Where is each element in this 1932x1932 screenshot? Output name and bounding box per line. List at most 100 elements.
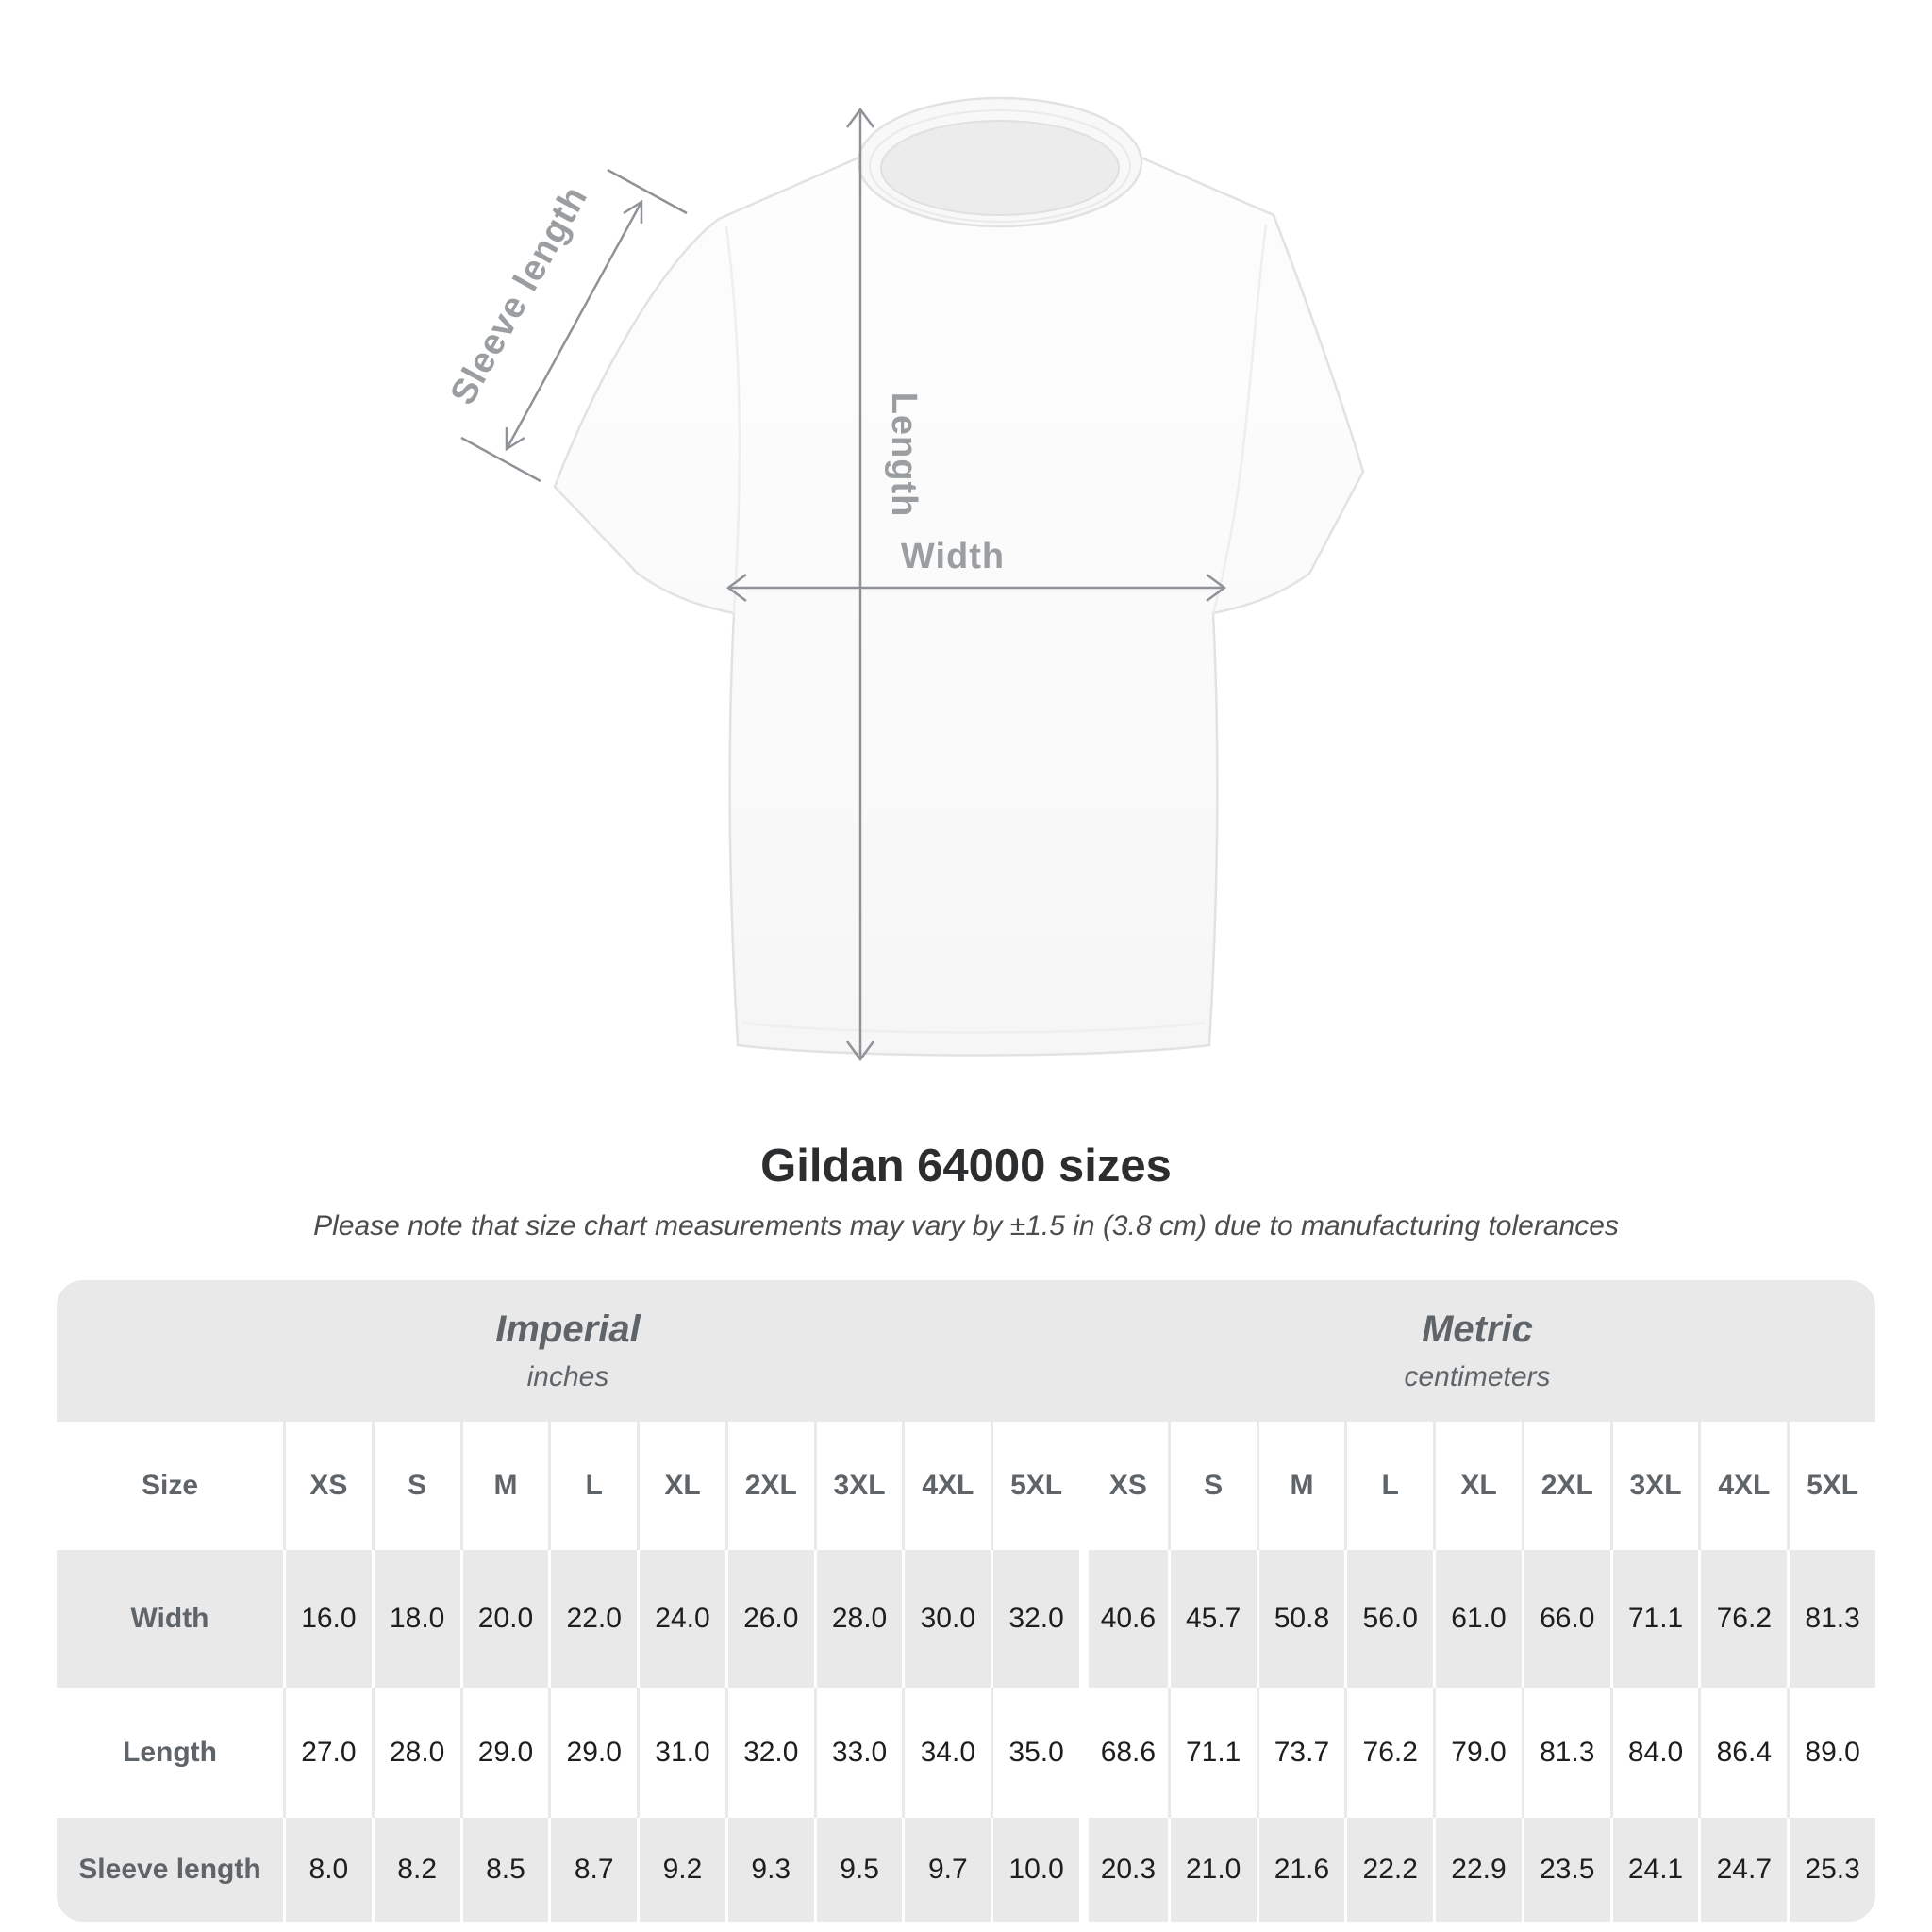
- width-metric-s: 45.7: [1167, 1550, 1257, 1688]
- length-metric-xs: 68.6: [1079, 1688, 1168, 1818]
- sleeve-metric-s: 21.0: [1167, 1818, 1257, 1922]
- metric-section-header: Metric centimeters: [1079, 1280, 1875, 1422]
- sleeve-metric-2xl: 23.5: [1521, 1818, 1610, 1922]
- width-imperial-4xl: 30.0: [902, 1550, 991, 1688]
- row-label: Length: [57, 1688, 283, 1818]
- width-imperial-l: 22.0: [548, 1550, 638, 1688]
- sleeve-metric-4xl: 24.7: [1698, 1818, 1788, 1922]
- length-metric-m: 73.7: [1256, 1688, 1345, 1818]
- width-metric-3xl: 71.1: [1609, 1550, 1699, 1688]
- length-metric-3xl: 84.0: [1609, 1688, 1699, 1818]
- sleeve-imperial-5xl: 10.0: [991, 1818, 1079, 1922]
- length-metric-s: 71.1: [1167, 1688, 1257, 1818]
- width-imperial-s: 18.0: [371, 1550, 460, 1688]
- size-header-metric-4xl: 4XL: [1698, 1422, 1788, 1550]
- width-dimension: Width: [725, 537, 1227, 603]
- length-metric-xl: 79.0: [1433, 1688, 1522, 1818]
- length-metric-l: 76.2: [1344, 1688, 1434, 1818]
- sleeve-metric-xs: 20.3: [1079, 1818, 1168, 1922]
- size-header-metric-xl: XL: [1433, 1422, 1522, 1550]
- length-imperial-2xl: 32.0: [724, 1688, 814, 1818]
- sleeve-metric-3xl: 24.1: [1609, 1818, 1699, 1922]
- width-imperial-xs: 16.0: [283, 1550, 372, 1688]
- length-metric-5xl: 89.0: [1787, 1688, 1875, 1818]
- left-sleeve-seam: [724, 225, 741, 614]
- heading-block: Gildan 64000 sizes Please note that size…: [0, 1123, 1932, 1241]
- length-imperial-4xl: 34.0: [902, 1688, 991, 1818]
- length-imperial-s: 28.0: [371, 1688, 460, 1818]
- table-row-length: Length 27.0 28.0 29.0 29.0 31.0 32.0 33.…: [57, 1688, 1875, 1818]
- page-title: Gildan 64000 sizes: [760, 1141, 1172, 1191]
- size-header-imperial-4xl: 4XL: [902, 1422, 991, 1550]
- length-metric-2xl: 81.3: [1521, 1688, 1610, 1818]
- width-imperial-xl: 24.0: [637, 1550, 725, 1688]
- hem-stitch: [741, 1021, 1207, 1034]
- size-header-imperial-3xl: 3XL: [813, 1422, 903, 1550]
- width-metric-5xl: 81.3: [1787, 1550, 1875, 1688]
- length-imperial-m: 29.0: [459, 1688, 549, 1818]
- width-label: Width: [901, 537, 1005, 576]
- length-imperial-xl: 31.0: [637, 1688, 725, 1818]
- width-imperial-m: 20.0: [459, 1550, 549, 1688]
- size-header-metric-m: M: [1256, 1422, 1345, 1550]
- unit-band: Imperial inches Metric centimeters: [57, 1280, 1875, 1422]
- width-metric-2xl: 66.0: [1521, 1550, 1610, 1688]
- length-label: Length: [884, 392, 924, 518]
- imperial-unit: inches: [526, 1361, 609, 1392]
- sleeve-metric-5xl: 25.3: [1787, 1818, 1875, 1922]
- width-metric-4xl: 76.2: [1698, 1550, 1788, 1688]
- sleeve-length-label: Sleeve length: [443, 179, 596, 411]
- sleeve-metric-m: 21.6: [1256, 1818, 1345, 1922]
- size-header-imperial-2xl: 2XL: [724, 1422, 814, 1550]
- tshirt-illustration: [553, 96, 1365, 1057]
- sleeve-imperial-m: 8.5: [459, 1818, 549, 1922]
- size-header-imperial-s: S: [371, 1422, 460, 1550]
- tolerance-note: Please note that size chart measurements…: [313, 1210, 1619, 1241]
- sleeve-imperial-xl: 9.2: [637, 1818, 725, 1922]
- size-header-metric-s: S: [1167, 1422, 1257, 1550]
- collar-inner: [880, 120, 1120, 216]
- width-imperial-2xl: 26.0: [724, 1550, 814, 1688]
- sleeve-metric-l: 22.2: [1344, 1818, 1434, 1922]
- width-imperial-5xl: 32.0: [991, 1550, 1079, 1688]
- metric-unit: centimeters: [1404, 1361, 1551, 1392]
- size-column-title: Size: [57, 1422, 283, 1550]
- size-header-row: Size XS S M L XL 2XL 3XL 4XL 5XL XS S M …: [57, 1422, 1875, 1550]
- tshirt-body: [553, 143, 1365, 1057]
- width-metric-xl: 61.0: [1433, 1550, 1522, 1688]
- size-header-imperial-xs: XS: [283, 1422, 372, 1550]
- length-imperial-3xl: 33.0: [813, 1688, 903, 1818]
- sleeve-imperial-3xl: 9.5: [813, 1818, 903, 1922]
- size-header-metric-3xl: 3XL: [1609, 1422, 1699, 1550]
- sleeve-imperial-2xl: 9.3: [724, 1818, 814, 1922]
- collar-stitch: [869, 109, 1131, 223]
- length-imperial-5xl: 35.0: [991, 1688, 1079, 1818]
- imperial-section-header: Imperial inches: [57, 1280, 1079, 1422]
- sleeve-imperial-4xl: 9.7: [902, 1818, 991, 1922]
- imperial-title: Imperial: [495, 1308, 641, 1350]
- size-header-metric-xs: XS: [1079, 1422, 1168, 1550]
- size-header-metric-l: L: [1344, 1422, 1434, 1550]
- length-dimension: Length: [845, 107, 924, 1062]
- row-label: Width: [57, 1550, 283, 1688]
- tshirt-measurement-svg: Length Width Sleeve length: [443, 96, 1365, 1062]
- size-header-imperial-m: M: [459, 1422, 549, 1550]
- tshirt-diagram: Length Width Sleeve length: [443, 96, 1365, 1062]
- size-header-metric-5xl: 5XL: [1787, 1422, 1875, 1550]
- size-header-imperial-l: L: [548, 1422, 638, 1550]
- length-imperial-l: 29.0: [548, 1688, 638, 1818]
- width-metric-xs: 40.6: [1079, 1550, 1168, 1688]
- width-imperial-3xl: 28.0: [813, 1550, 903, 1688]
- size-header-imperial-xl: XL: [637, 1422, 725, 1550]
- table-row-width: Width 16.0 18.0 20.0 22.0 24.0 26.0 28.0…: [57, 1550, 1875, 1688]
- sleeve-imperial-xs: 8.0: [283, 1818, 372, 1922]
- row-label: Sleeve length: [57, 1818, 283, 1922]
- size-chart-table: Imperial inches Metric centimeters Size …: [57, 1280, 1875, 1922]
- length-imperial-xs: 27.0: [283, 1688, 372, 1818]
- width-metric-l: 56.0: [1344, 1550, 1434, 1688]
- table-row-sleeve-length: Sleeve length 8.0 8.2 8.5 8.7 9.2 9.3 9.…: [57, 1818, 1875, 1922]
- sleeve-imperial-l: 8.7: [548, 1818, 638, 1922]
- size-header-imperial-5xl: 5XL: [991, 1422, 1079, 1550]
- size-header-metric-2xl: 2XL: [1521, 1422, 1610, 1550]
